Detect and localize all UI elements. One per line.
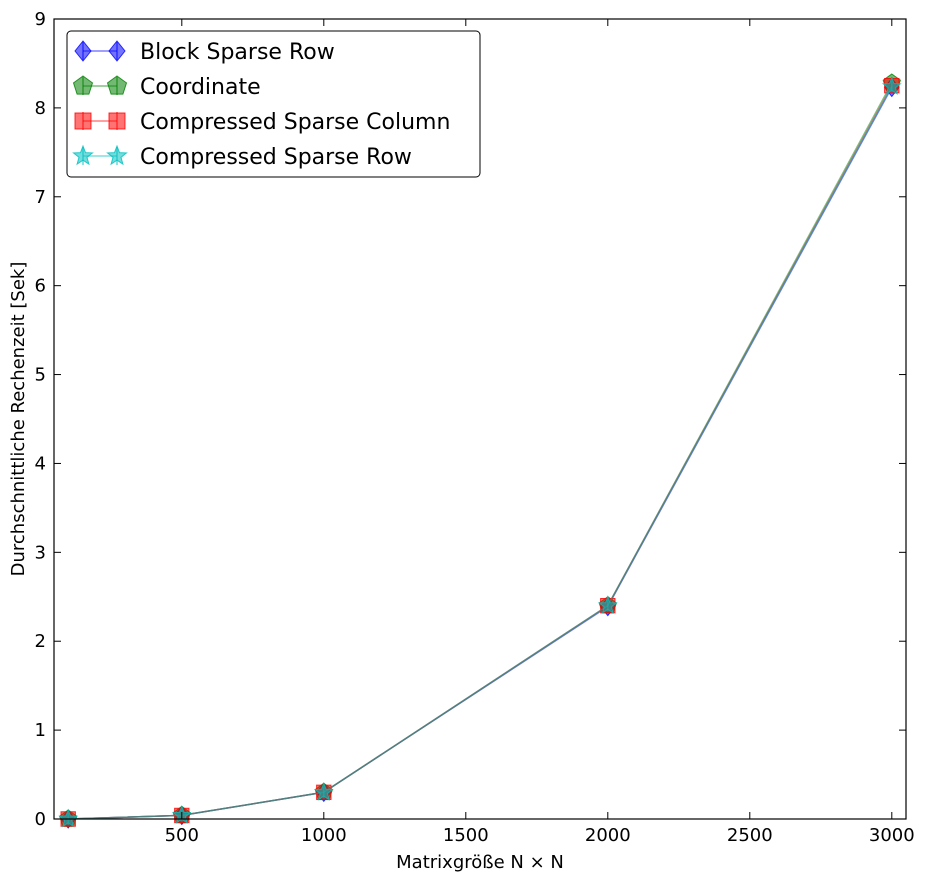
plot-area bbox=[58, 73, 902, 829]
data-point bbox=[881, 76, 902, 95]
legend-marker bbox=[106, 144, 128, 166]
legend-label: Compressed Sparse Row bbox=[140, 145, 412, 170]
data-point bbox=[597, 595, 618, 615]
series-line bbox=[68, 82, 893, 820]
x-axis-title: Matrixgröße N × N bbox=[396, 852, 564, 873]
y-tick-label: 9 bbox=[35, 9, 46, 30]
legend-marker bbox=[108, 40, 126, 62]
legend-label: Compressed Sparse Column bbox=[140, 110, 450, 135]
legend-box bbox=[66, 30, 481, 178]
series-line bbox=[68, 87, 893, 820]
plot-frame bbox=[53, 18, 907, 820]
series-line bbox=[68, 86, 893, 820]
series-2 bbox=[60, 78, 900, 827]
y-tick-label: 2 bbox=[35, 631, 46, 652]
x-tick-label: 2000 bbox=[585, 825, 631, 846]
y-tick-label: 4 bbox=[35, 453, 46, 474]
legend: Block Sparse Row Coordinate Compressed Spa… bbox=[66, 30, 481, 178]
legend-label: Block Sparse Row bbox=[140, 40, 335, 65]
series-1 bbox=[59, 73, 901, 827]
y-tick-label: 7 bbox=[35, 187, 46, 208]
legend-marker bbox=[72, 75, 94, 95]
axes: 500 1000 1500 2000 2500 3000 0 1 2 3 4 5 6 7 8 9 bbox=[35, 9, 915, 846]
x-tick-label: 1000 bbox=[301, 825, 347, 846]
data-point bbox=[58, 808, 79, 828]
series-line bbox=[68, 85, 893, 820]
y-tick-label: 8 bbox=[35, 98, 46, 119]
y-tick-label: 6 bbox=[35, 276, 46, 297]
x-tick-label: 1500 bbox=[443, 825, 489, 846]
y-tick-label: 5 bbox=[35, 365, 46, 386]
legend-label: Coordinate bbox=[140, 75, 261, 100]
y-tick-label: 0 bbox=[35, 809, 46, 830]
legend-entry-0: Block Sparse Row bbox=[74, 40, 335, 65]
data-point bbox=[313, 781, 334, 801]
legend-marker bbox=[74, 112, 92, 130]
x-tick-label: 500 bbox=[165, 825, 199, 846]
legend-marker bbox=[108, 112, 126, 130]
series-0 bbox=[60, 77, 900, 829]
y-axis-title: Durchschnittliche Rechenzeit [Sek] bbox=[8, 262, 29, 577]
legend-marker bbox=[106, 75, 128, 95]
y-tick-label: 1 bbox=[35, 720, 46, 741]
legend-entry-2: Compressed Sparse Column bbox=[74, 110, 450, 135]
legend-entry-3: Compressed Sparse Row bbox=[72, 144, 412, 170]
legend-marker bbox=[72, 144, 94, 166]
legend-marker bbox=[74, 40, 92, 62]
x-tick-label: 2500 bbox=[727, 825, 773, 846]
x-tick-label: 3000 bbox=[869, 825, 915, 846]
legend-entry-1: Coordinate bbox=[72, 75, 261, 100]
y-tick-label: 3 bbox=[35, 542, 46, 563]
series-3 bbox=[58, 76, 902, 828]
